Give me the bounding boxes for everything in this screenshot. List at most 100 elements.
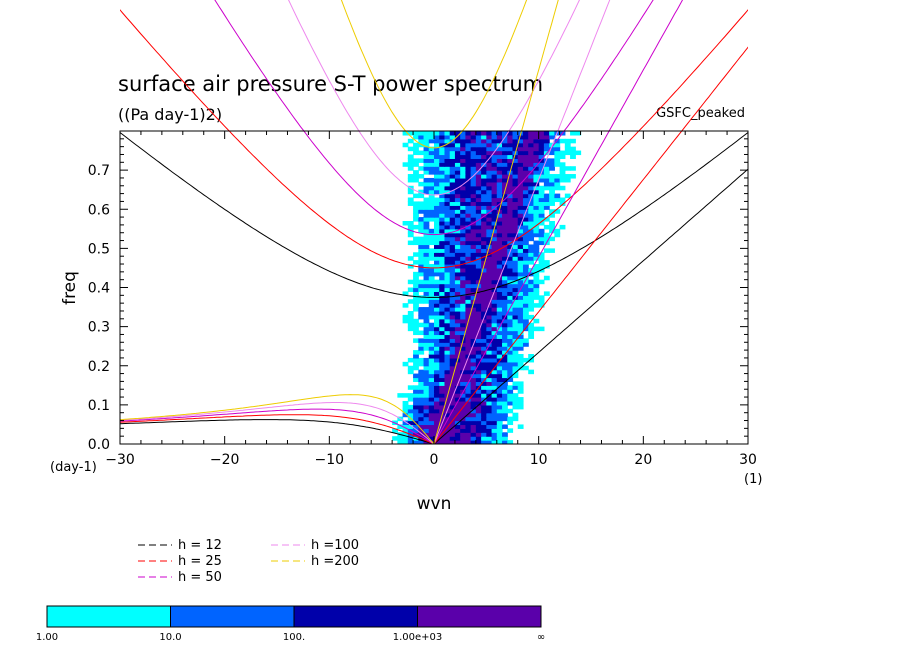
heatmap-cell xyxy=(454,397,461,402)
heatmap-cell xyxy=(460,224,466,230)
heatmap-cell xyxy=(512,146,519,152)
heatmap-cell xyxy=(502,357,508,363)
heatmap-cell xyxy=(418,217,425,222)
heatmap-cell xyxy=(507,154,514,159)
heatmap-cell xyxy=(402,432,409,437)
heatmap-cell xyxy=(402,412,409,418)
heatmap-cell xyxy=(460,201,466,206)
heatmap-cell xyxy=(512,248,519,253)
heatmap-cell xyxy=(543,138,550,144)
heatmap-cell xyxy=(570,174,576,179)
heatmap-cell xyxy=(507,318,514,324)
heatmap-cell xyxy=(460,205,466,210)
heatmap-cell xyxy=(512,181,519,187)
heatmap-cell xyxy=(507,150,514,156)
heatmap-cell xyxy=(418,428,425,433)
heatmap-cell xyxy=(517,146,524,152)
heatmap-cell xyxy=(449,228,456,234)
heatmap-cell xyxy=(449,369,456,375)
heatmap-cell xyxy=(475,228,482,234)
heatmap-cell xyxy=(486,295,493,300)
heatmap-cell xyxy=(465,299,472,304)
heatmap-cell xyxy=(465,131,472,136)
heatmap-cell xyxy=(465,310,472,316)
heatmap-cell xyxy=(491,193,498,199)
heatmap-cell xyxy=(512,154,519,159)
heatmap-cell xyxy=(470,146,477,152)
heatmap-cell xyxy=(449,283,456,289)
heatmap-cell xyxy=(434,260,440,265)
heatmap-cell xyxy=(460,400,466,406)
heatmap-cell xyxy=(475,342,482,347)
heatmap-cell xyxy=(428,170,435,175)
heatmap-cell xyxy=(449,275,456,281)
heatmap-cell xyxy=(512,393,519,398)
heatmap-cell xyxy=(533,209,540,214)
heatmap-cell xyxy=(549,177,555,183)
heatmap-cell xyxy=(507,299,514,304)
heatmap-cell xyxy=(460,146,466,152)
heatmap-cell xyxy=(502,209,508,214)
heatmap-cell xyxy=(543,248,550,253)
heatmap-cell xyxy=(496,400,503,406)
heatmap-cell xyxy=(481,408,487,414)
heatmap-cell xyxy=(512,205,519,210)
heatmap-cell xyxy=(528,213,535,218)
heatmap-cell xyxy=(528,217,535,222)
y-unit-label: (day-1) xyxy=(50,460,97,475)
heatmap-cell xyxy=(507,420,514,426)
heatmap-cell xyxy=(449,256,456,261)
heatmap-cell xyxy=(481,131,487,136)
heatmap-cell xyxy=(507,213,514,218)
heatmap-cell xyxy=(496,217,503,222)
heatmap-cell xyxy=(486,334,493,339)
heatmap-cell xyxy=(486,224,493,230)
heatmap-cell xyxy=(423,365,430,371)
heatmap-cell xyxy=(407,420,414,426)
heatmap-cell xyxy=(496,197,503,203)
heatmap-cell xyxy=(522,287,529,293)
heatmap-cell xyxy=(423,166,430,171)
colorbar-segment xyxy=(170,605,295,628)
heatmap-cell xyxy=(454,134,461,140)
heatmap-cell xyxy=(402,131,409,136)
heatmap-cell xyxy=(528,283,535,289)
heatmap-cell xyxy=(428,342,435,347)
heatmap-cell xyxy=(475,260,482,265)
heatmap-cell xyxy=(512,244,519,249)
heatmap-cell xyxy=(413,397,419,402)
colorbar-segment xyxy=(46,605,171,628)
heatmap-cell xyxy=(444,318,451,324)
heatmap-cell xyxy=(402,400,409,406)
heatmap-cell xyxy=(449,252,456,257)
heatmap-cell xyxy=(496,279,503,285)
heatmap-cell xyxy=(423,134,430,140)
heatmap-cell xyxy=(481,389,487,394)
heatmap-cell xyxy=(428,131,435,136)
heatmap-cell xyxy=(428,283,435,289)
heatmap-cell xyxy=(428,314,435,320)
heatmap-cell xyxy=(470,264,477,269)
heatmap-cell xyxy=(481,424,487,429)
heatmap-cell xyxy=(407,131,414,136)
heatmap-cell xyxy=(449,201,456,206)
heatmap-cell xyxy=(470,346,477,351)
chart-subtitle: ((Pa day-1)2) xyxy=(118,105,222,124)
heatmap-cell xyxy=(454,150,461,156)
gravity-wave-curve xyxy=(214,0,654,236)
heatmap-cell xyxy=(512,177,519,183)
kelvin-wave-curve xyxy=(433,168,748,444)
heatmap-cell xyxy=(444,264,451,269)
heatmap-cell xyxy=(413,193,419,199)
heatmap-cell xyxy=(460,131,466,136)
heatmap-cell xyxy=(522,224,529,230)
heatmap-cell xyxy=(507,440,514,444)
heatmap-cell xyxy=(512,381,519,386)
heatmap-cell xyxy=(413,318,419,324)
heatmap-cell xyxy=(418,369,425,375)
heatmap-cell xyxy=(491,342,498,347)
heatmap-cell xyxy=(475,314,482,320)
heatmap-cell xyxy=(528,279,535,285)
heatmap-cell xyxy=(402,440,409,444)
heatmap-cell xyxy=(449,303,456,308)
